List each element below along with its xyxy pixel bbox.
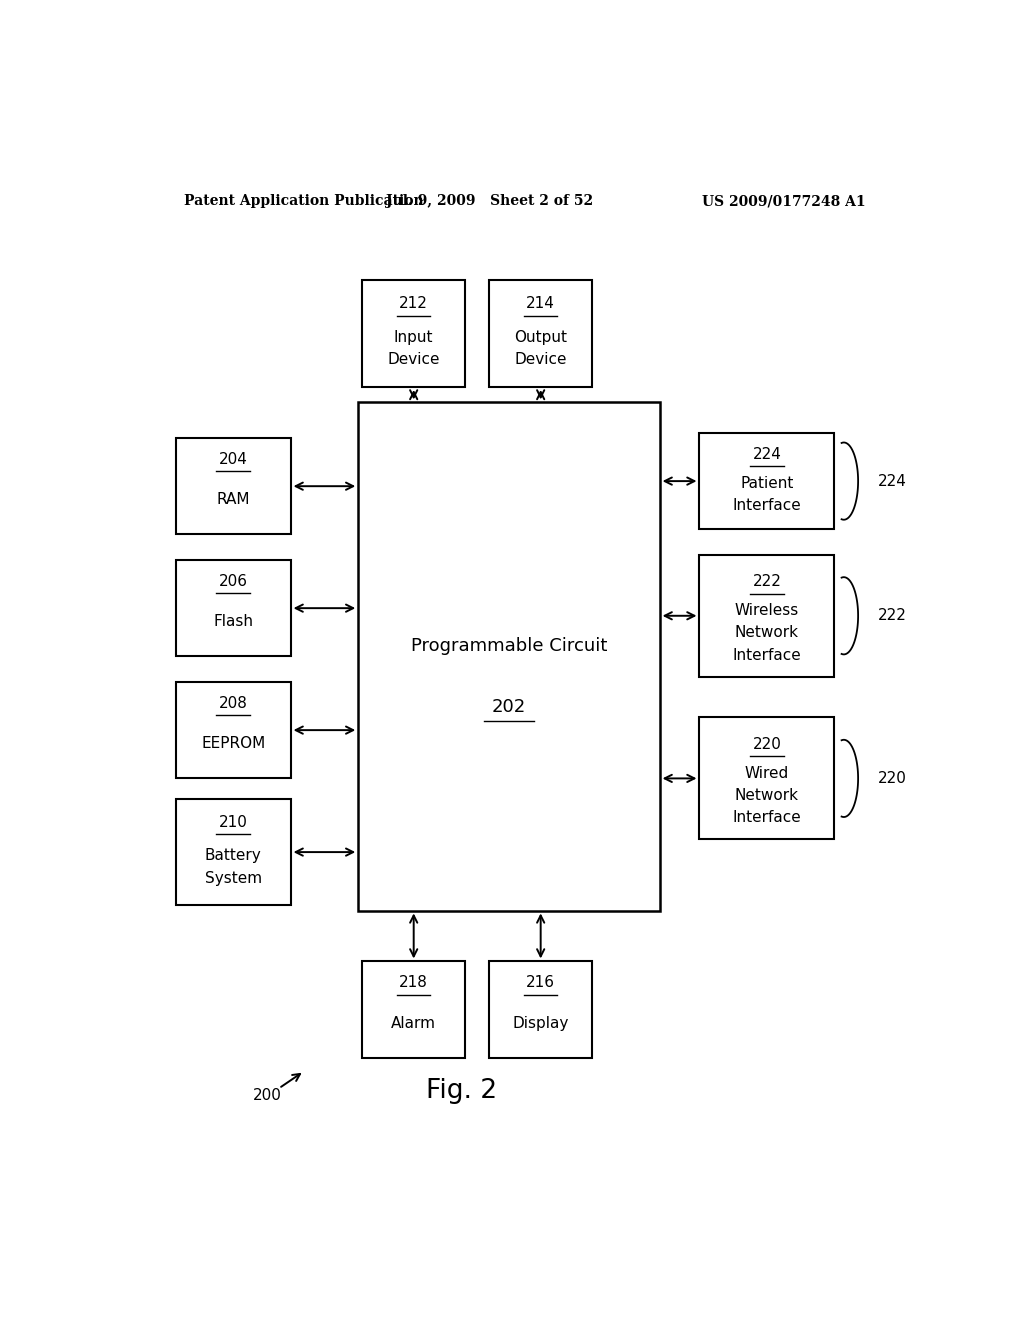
Text: 224: 224 <box>878 474 907 488</box>
Bar <box>699 554 835 677</box>
Text: 212: 212 <box>399 297 428 312</box>
Bar <box>489 961 592 1057</box>
Text: Wired: Wired <box>744 766 788 780</box>
Bar <box>176 560 291 656</box>
Text: 222: 222 <box>753 574 781 589</box>
Text: Network: Network <box>735 788 799 803</box>
Text: Fig. 2: Fig. 2 <box>426 1078 497 1105</box>
Text: Flash: Flash <box>213 614 253 630</box>
Text: EEPROM: EEPROM <box>201 737 265 751</box>
Bar <box>176 799 291 906</box>
Text: Input: Input <box>394 330 433 345</box>
Text: 220: 220 <box>753 737 781 752</box>
Text: Jul. 9, 2009   Sheet 2 of 52: Jul. 9, 2009 Sheet 2 of 52 <box>385 194 593 209</box>
Text: US 2009/0177248 A1: US 2009/0177248 A1 <box>702 194 866 209</box>
Text: System: System <box>205 871 262 886</box>
Text: Device: Device <box>387 352 440 367</box>
Text: 204: 204 <box>219 451 248 467</box>
Text: 200: 200 <box>253 1088 282 1104</box>
Text: Device: Device <box>514 352 567 367</box>
Bar <box>176 438 291 535</box>
Text: RAM: RAM <box>216 492 250 507</box>
Bar <box>362 961 465 1057</box>
Text: Interface: Interface <box>732 499 801 513</box>
Text: Network: Network <box>735 626 799 640</box>
Bar <box>699 718 835 840</box>
Text: 210: 210 <box>219 814 248 830</box>
Bar <box>489 280 592 387</box>
Text: Patent Application Publication: Patent Application Publication <box>183 194 423 209</box>
Text: Wireless: Wireless <box>735 603 799 618</box>
Text: Battery: Battery <box>205 849 261 863</box>
Text: 214: 214 <box>526 297 555 312</box>
Text: Interface: Interface <box>732 648 801 663</box>
Text: 220: 220 <box>878 771 907 785</box>
Text: 218: 218 <box>399 975 428 990</box>
Bar <box>699 433 835 529</box>
Bar <box>358 403 659 911</box>
Text: 216: 216 <box>526 975 555 990</box>
Text: Output: Output <box>514 330 567 345</box>
Text: Alarm: Alarm <box>391 1015 436 1031</box>
Text: Interface: Interface <box>732 810 801 825</box>
Text: Display: Display <box>512 1015 569 1031</box>
Text: 224: 224 <box>753 446 781 462</box>
Text: 208: 208 <box>219 696 248 710</box>
Text: 206: 206 <box>219 574 248 589</box>
Text: Patient: Patient <box>740 477 794 491</box>
Text: 202: 202 <box>492 698 526 717</box>
Text: Programmable Circuit: Programmable Circuit <box>411 638 607 655</box>
Bar <box>176 682 291 779</box>
Bar <box>362 280 465 387</box>
Text: 222: 222 <box>878 609 907 623</box>
